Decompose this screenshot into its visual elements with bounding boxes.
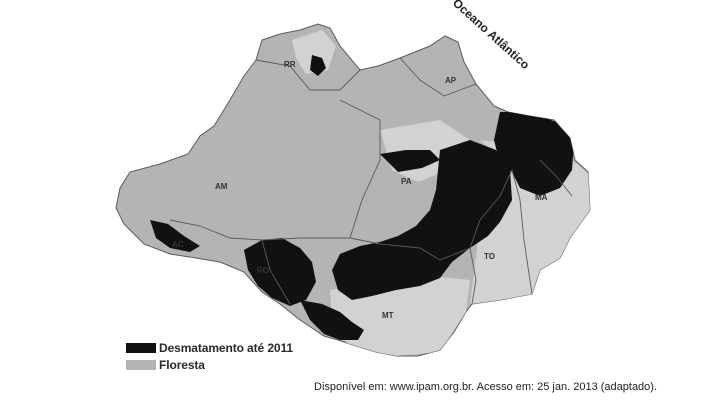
state-label-pa: PA [401, 177, 412, 186]
state-label-am: AM [215, 182, 228, 191]
state-labels: RR AP AM PA MA AC RO TO MT [172, 60, 548, 320]
legend-item-deforestation: Desmatamento até 2011 [126, 340, 293, 356]
source-note: Disponível em: www.ipam.org.br. Acesso e… [314, 381, 658, 393]
legend-item-forest: Floresta [126, 357, 293, 373]
deforestation-areas [150, 55, 574, 340]
state-label-rr: RR [284, 60, 296, 69]
state-label-ma: MA [535, 193, 548, 202]
map-legend: Desmatamento até 2011 Floresta [126, 340, 293, 374]
state-label-ro: RO [257, 266, 269, 275]
legend-swatch-deforestation [126, 343, 156, 353]
state-borders [169, 57, 573, 305]
state-label-ac: AC [172, 240, 184, 249]
legend-label-forest: Floresta [159, 358, 205, 372]
state-label-ap: AP [445, 76, 457, 85]
state-label-mt: MT [382, 311, 394, 320]
state-label-to: TO [484, 252, 495, 261]
legend-swatch-forest [126, 360, 156, 370]
legend-label-deforestation: Desmatamento até 2011 [159, 341, 293, 355]
